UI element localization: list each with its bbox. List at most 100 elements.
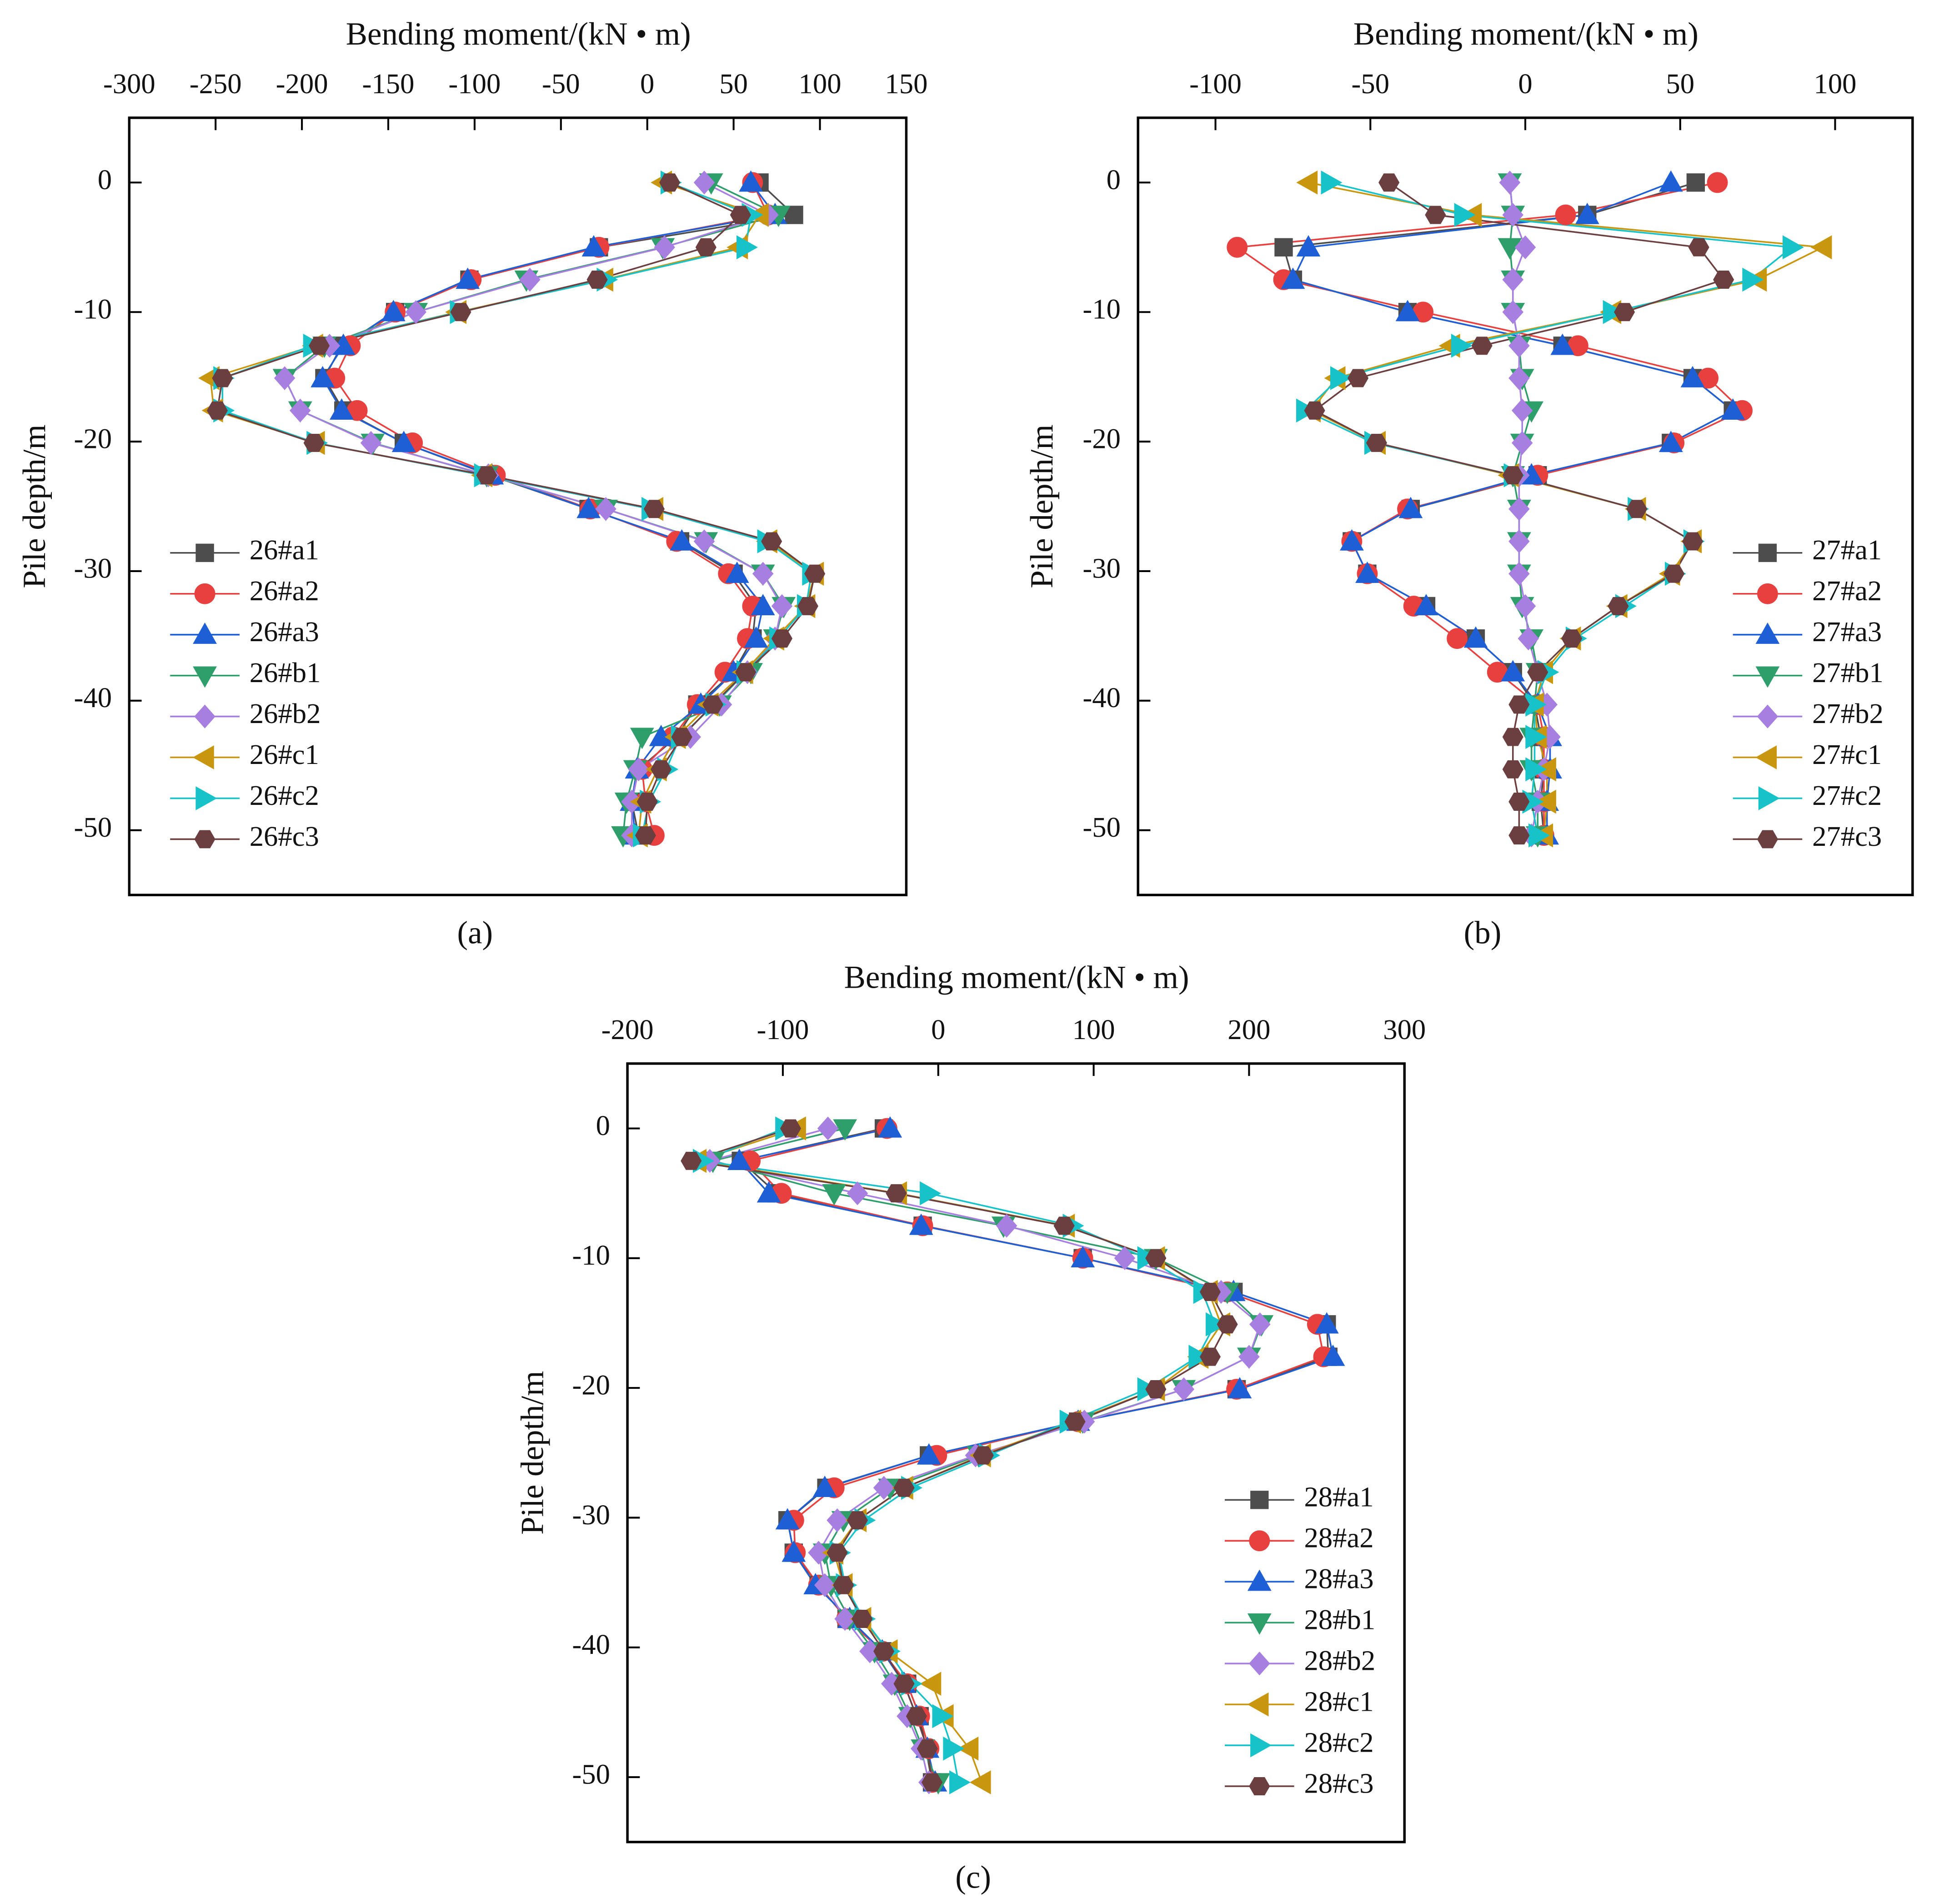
panel-label: (a) <box>457 915 493 950</box>
marker <box>702 695 724 714</box>
marker <box>1173 1377 1195 1402</box>
panel-label: (b) <box>1464 915 1502 950</box>
marker <box>906 1707 927 1725</box>
y-axis-title: Pile depth/m <box>17 424 52 588</box>
marker <box>893 1478 915 1497</box>
marker <box>1304 401 1325 420</box>
marker <box>212 369 233 387</box>
marker <box>1782 235 1804 260</box>
legend-label: 27#a2 <box>1812 575 1882 607</box>
marker <box>751 594 775 616</box>
marker <box>1296 170 1318 195</box>
marker <box>804 564 826 583</box>
series-line <box>221 181 812 836</box>
y-tick-label: -10 <box>74 293 112 325</box>
marker <box>1071 1246 1095 1267</box>
marker <box>1114 1246 1136 1270</box>
marker <box>727 1149 752 1170</box>
marker <box>1227 236 1248 258</box>
series-line <box>737 1127 1334 1783</box>
y-tick-label: -40 <box>74 682 112 713</box>
marker <box>920 1181 942 1206</box>
y-tick-label: -30 <box>572 1499 610 1531</box>
marker <box>1518 626 1539 651</box>
marker <box>659 173 681 192</box>
marker <box>1247 1692 1269 1717</box>
marker <box>834 1607 856 1631</box>
panel: Bending moment/(kN • m) Pile depth/m (a) -3… <box>17 16 928 950</box>
marker <box>761 532 782 551</box>
marker <box>1425 206 1446 224</box>
marker <box>1249 1777 1270 1796</box>
marker <box>1514 594 1536 618</box>
x-tick-label: -150 <box>362 68 415 100</box>
marker <box>360 431 382 455</box>
marker <box>192 745 214 769</box>
marker <box>391 431 416 452</box>
marker <box>635 826 656 845</box>
legend-label: 28#a1 <box>1304 1481 1373 1513</box>
panel: Bending moment/(kN • m) Pile depth/m (b) -1… <box>1024 16 1914 950</box>
y-tick-label: -10 <box>572 1239 610 1271</box>
marker <box>1757 583 1778 604</box>
marker <box>833 1576 854 1594</box>
marker <box>833 1119 857 1141</box>
marker <box>996 1214 1017 1238</box>
x-tick-label: -100 <box>1189 68 1242 100</box>
y-axis-title: Pile depth/m <box>515 1371 551 1535</box>
legend-label: 28#c3 <box>1304 1767 1373 1799</box>
x-tick-label: -200 <box>601 1014 654 1045</box>
marker <box>1713 271 1734 289</box>
marker <box>943 1736 965 1761</box>
marker <box>1454 203 1476 227</box>
marker <box>873 1642 895 1661</box>
y-tick-label: -20 <box>74 422 112 454</box>
marker <box>693 171 715 195</box>
series-line <box>334 182 770 836</box>
series-line <box>321 182 777 836</box>
marker <box>1250 1733 1272 1758</box>
series-line <box>691 1127 1228 1783</box>
marker <box>450 303 471 322</box>
marker <box>1249 1651 1270 1676</box>
marker <box>1502 300 1524 324</box>
marker <box>654 235 675 259</box>
y-tick-label: 0 <box>98 164 112 196</box>
legend-label: 26#b1 <box>250 657 321 688</box>
series-line <box>699 1127 1216 1783</box>
marker <box>847 1181 868 1206</box>
marker <box>744 626 768 648</box>
y-tick-label: -20 <box>1082 422 1121 454</box>
marker <box>693 529 715 553</box>
marker <box>309 337 330 355</box>
y-tick-label: -50 <box>1082 811 1121 843</box>
marker <box>797 597 819 615</box>
marker <box>725 561 749 583</box>
marker <box>1688 238 1709 256</box>
marker <box>195 543 214 562</box>
marker <box>195 786 217 810</box>
marker <box>1755 745 1777 769</box>
marker <box>1378 173 1400 192</box>
marker <box>1064 1412 1086 1431</box>
marker <box>1758 786 1780 810</box>
marker <box>1550 333 1575 355</box>
marker <box>274 366 296 390</box>
x-axis-title: Bending moment/(kN • m) <box>1353 16 1699 52</box>
legend-label: 26#a3 <box>250 616 319 648</box>
marker <box>630 728 654 749</box>
marker <box>1321 1344 1345 1366</box>
marker <box>808 1541 829 1565</box>
marker <box>1663 564 1685 583</box>
marker <box>1603 300 1624 324</box>
marker <box>1296 235 1321 256</box>
legend-label: 26#c2 <box>250 779 319 811</box>
marker <box>581 235 606 256</box>
marker <box>1199 1347 1221 1366</box>
legend-label: 26#a2 <box>250 575 319 607</box>
marker <box>739 170 763 192</box>
legend-label: 26#c3 <box>250 820 319 852</box>
marker <box>1447 628 1468 649</box>
marker <box>886 1184 907 1203</box>
marker <box>822 1184 847 1206</box>
